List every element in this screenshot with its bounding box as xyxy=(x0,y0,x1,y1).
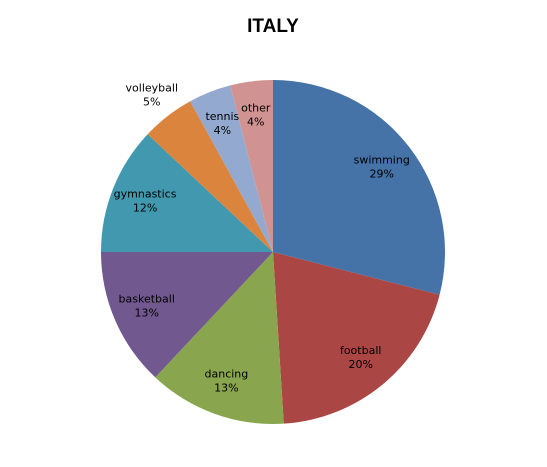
slice-value-label: 5% xyxy=(143,96,160,109)
slice-value-label: 4% xyxy=(247,115,264,128)
slice-label: tennis xyxy=(205,110,239,123)
pie-slice xyxy=(101,134,273,252)
pie-slice xyxy=(230,80,273,252)
slice-label: football xyxy=(340,344,381,357)
chart-title: ITALY xyxy=(247,16,299,37)
slice-label: gymnastics xyxy=(114,187,177,200)
slice-value-label: 13% xyxy=(214,381,238,394)
slice-label: basketball xyxy=(119,293,175,306)
pie-slice xyxy=(273,252,440,424)
pie-slice xyxy=(190,85,273,253)
slice-label: other xyxy=(241,101,271,114)
pie-slice xyxy=(101,252,273,378)
pie-slice xyxy=(147,101,273,252)
slice-value-label: 20% xyxy=(348,358,372,371)
slice-label: volleyball xyxy=(126,82,178,95)
slice-value-label: 12% xyxy=(133,201,157,214)
slice-value-label: 29% xyxy=(369,168,393,181)
slice-label: swimming xyxy=(354,154,410,167)
pie-slice xyxy=(273,80,446,295)
slice-value-label: 4% xyxy=(214,124,231,137)
pie-slice xyxy=(155,252,284,424)
slice-label: dancing xyxy=(205,367,249,380)
slice-value-label: 13% xyxy=(134,307,158,320)
